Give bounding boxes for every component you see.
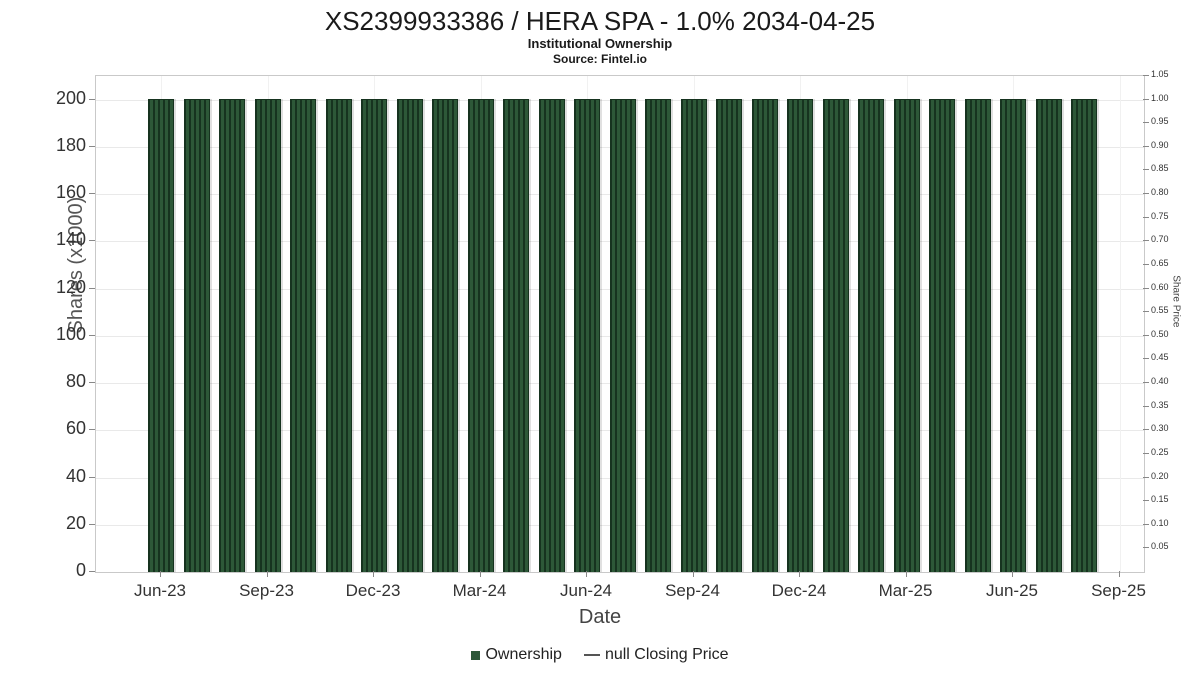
y-right-tick-label: 0.80 bbox=[1151, 187, 1169, 198]
y-left-tick-label: 40 bbox=[65, 465, 86, 486]
chart-subtitle: Institutional Ownership bbox=[527, 36, 673, 51]
y-right-tick-label: 0.10 bbox=[1151, 517, 1169, 528]
legend-item-closing-price: null Closing Price bbox=[583, 646, 729, 664]
ownership-bar bbox=[325, 98, 352, 572]
y-left-tick-label: 200 bbox=[55, 87, 86, 108]
y-right-tick-label: 0.95 bbox=[1151, 116, 1169, 127]
legend-ownership-label: Ownership bbox=[485, 646, 562, 663]
y-left-tick-label: 0 bbox=[75, 560, 86, 580]
y-left-tick-label: 80 bbox=[65, 371, 86, 392]
ownership-bar bbox=[503, 98, 529, 572]
legend-item-ownership: Ownership bbox=[471, 646, 562, 664]
ownership-bar bbox=[467, 98, 494, 572]
x-tick-label: Dec-23 bbox=[345, 581, 401, 600]
y-right-tick-label: 0.85 bbox=[1151, 163, 1169, 174]
closing-price-line-marker-icon bbox=[583, 654, 600, 656]
y-right-tick-label: 0.05 bbox=[1151, 541, 1169, 552]
ownership-bar bbox=[254, 98, 281, 572]
y-right-tick-label: 0.45 bbox=[1151, 352, 1169, 363]
ownership-bar bbox=[893, 98, 920, 572]
x-tick-label: Sep-25 bbox=[1091, 581, 1146, 600]
y-right-tick-label: 1.05 bbox=[1151, 69, 1169, 79]
ownership-bar bbox=[538, 98, 565, 572]
ownership-bar bbox=[751, 98, 778, 572]
x-tick-label: Dec-24 bbox=[771, 581, 827, 600]
v-gridline bbox=[1119, 76, 1121, 572]
ownership-bar bbox=[609, 98, 636, 572]
y-axis-left-title: Shares (x1000) bbox=[64, 196, 87, 334]
y-right-tick-label: 0.50 bbox=[1151, 328, 1169, 339]
x-axis-title: Date bbox=[578, 606, 622, 628]
ownership-bar bbox=[1035, 98, 1062, 572]
ownership-bar bbox=[1000, 98, 1026, 572]
chart-title: XS2399933386 / HERA SPA - 1.0% 2034-04-2… bbox=[324, 6, 876, 36]
x-tick-label: Mar-25 bbox=[878, 581, 933, 600]
y-right-tick-label: 0.70 bbox=[1151, 234, 1169, 245]
ownership-bar bbox=[574, 98, 600, 572]
ownership-bar bbox=[929, 98, 955, 572]
y-right-tick-label: 0.35 bbox=[1151, 399, 1169, 410]
x-tick-label: Jun-25 bbox=[986, 581, 1038, 600]
ownership-bar bbox=[716, 98, 742, 572]
ownership-bar bbox=[964, 98, 991, 572]
plot-area bbox=[95, 75, 1145, 573]
y-right-tick-label: 0.20 bbox=[1151, 470, 1169, 481]
y-right-tick-label: 0.75 bbox=[1151, 210, 1169, 221]
ownership-bar bbox=[183, 98, 210, 572]
y-right-tick-label: 0.40 bbox=[1151, 376, 1169, 387]
ownership-bar bbox=[219, 98, 245, 572]
chart-source: Source: Fintel.io bbox=[552, 52, 647, 66]
ownership-bar bbox=[787, 98, 813, 572]
ownership-bar bbox=[680, 98, 707, 572]
y-right-tick-label: 0.30 bbox=[1151, 423, 1169, 434]
ownership-swatch-icon bbox=[471, 650, 481, 660]
ownership-bar bbox=[822, 98, 849, 572]
ownership-bar bbox=[645, 98, 671, 572]
ownership-bar bbox=[1071, 98, 1097, 572]
y-right-tick-label: 0.15 bbox=[1151, 494, 1169, 505]
y-right-tick-label: 0.65 bbox=[1151, 257, 1169, 268]
x-tick-label: Sep-24 bbox=[665, 581, 720, 600]
x-tick-label: Jun-24 bbox=[560, 581, 612, 600]
y-right-tick-label: 0.90 bbox=[1151, 139, 1169, 150]
y-left-tick-label: 60 bbox=[65, 418, 86, 439]
legend: Ownership null Closing Price bbox=[0, 646, 1200, 664]
ownership-bar bbox=[858, 98, 884, 572]
x-tick-label: Mar-24 bbox=[452, 581, 507, 600]
x-tick-label: Jun-23 bbox=[134, 581, 186, 600]
y-right-tick-label: 1.00 bbox=[1151, 92, 1169, 103]
y-axis-right-title: Share Price bbox=[1170, 275, 1182, 328]
legend-price-label: null Closing Price bbox=[604, 646, 729, 663]
ownership-bar bbox=[361, 98, 387, 572]
ownership-bar bbox=[396, 98, 423, 572]
ownership-bar bbox=[432, 98, 458, 572]
x-tick-label: Sep-23 bbox=[239, 581, 294, 600]
ownership-bar bbox=[148, 98, 174, 572]
y-right-tick-label: 0.25 bbox=[1151, 446, 1169, 457]
y-left-tick-label: 180 bbox=[55, 134, 86, 155]
ownership-bar bbox=[290, 98, 316, 572]
y-left-tick-label: 20 bbox=[65, 512, 86, 533]
